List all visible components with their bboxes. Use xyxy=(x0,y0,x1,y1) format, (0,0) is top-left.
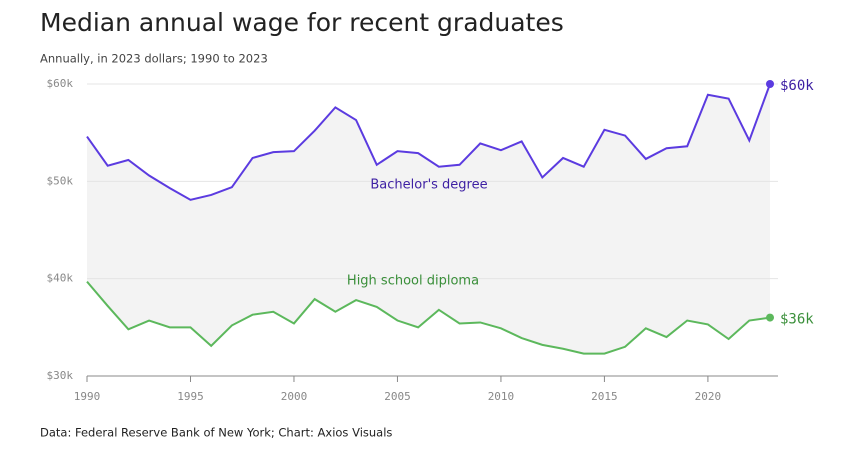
series-label: High school diploma xyxy=(347,274,479,289)
source-note: Data: Federal Reserve Bank of New York; … xyxy=(40,426,392,440)
y-tick-label: $60k xyxy=(47,77,74,90)
x-tick-label: 2020 xyxy=(695,390,722,403)
end-label: $36k xyxy=(780,312,814,328)
x-tick-label: 2005 xyxy=(384,390,411,403)
x-tick-label: 2015 xyxy=(591,390,618,403)
x-tick-label: 1990 xyxy=(74,390,101,403)
x-tick-label: 2000 xyxy=(281,390,308,403)
x-tick-label: 1995 xyxy=(177,390,204,403)
chart-title: Median annual wage for recent graduates xyxy=(40,8,564,37)
y-tick-label: $30k xyxy=(47,369,74,382)
y-tick-label: $50k xyxy=(47,174,74,187)
y-tick-label: $40k xyxy=(47,272,74,285)
end-label: $60k xyxy=(780,78,814,94)
series-label: Bachelor's degree xyxy=(370,178,487,193)
chart-subtitle: Annually, in 2023 dollars; 1990 to 2023 xyxy=(40,52,268,66)
end-point xyxy=(766,80,774,88)
series-line xyxy=(86,83,771,201)
band-area xyxy=(87,84,770,354)
series-line xyxy=(86,280,771,355)
x-tick-label: 2010 xyxy=(488,390,515,403)
end-point xyxy=(766,313,774,322)
